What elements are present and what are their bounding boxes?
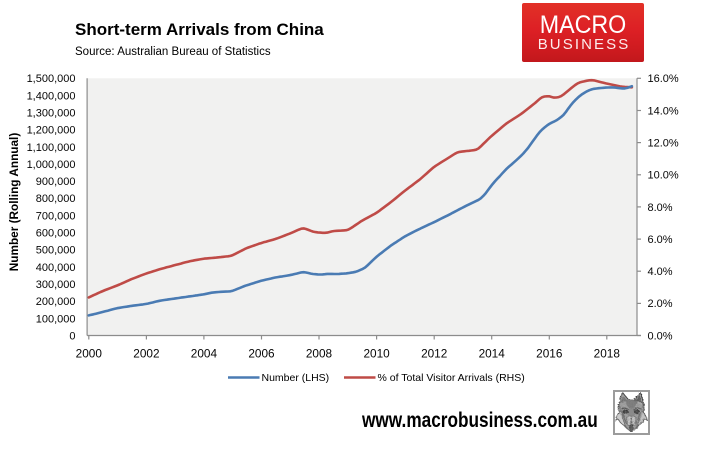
svg-text:2014: 2014	[479, 347, 506, 361]
svg-text:2008: 2008	[306, 347, 333, 361]
svg-text:300,000: 300,000	[36, 279, 76, 291]
svg-text:2006: 2006	[248, 347, 275, 361]
svg-text:1,300,000: 1,300,000	[27, 108, 76, 120]
svg-text:4.0%: 4.0%	[648, 266, 673, 278]
svg-text:10.0%: 10.0%	[648, 170, 679, 182]
svg-text:8.0%: 8.0%	[648, 202, 673, 214]
svg-text:2018: 2018	[594, 347, 621, 361]
svg-text:2.0%: 2.0%	[648, 298, 673, 310]
svg-text:900,000: 900,000	[36, 176, 76, 188]
svg-text:1,500,000: 1,500,000	[27, 73, 76, 85]
svg-text:14.0%: 14.0%	[648, 105, 679, 117]
svg-text:0.0%: 0.0%	[648, 330, 673, 342]
svg-text:600,000: 600,000	[36, 228, 76, 240]
svg-text:Number (Rolling Annual): Number (Rolling Annual)	[7, 133, 21, 272]
svg-text:12.0%: 12.0%	[648, 138, 679, 150]
svg-text:2000: 2000	[76, 347, 103, 361]
svg-text:800,000: 800,000	[36, 193, 76, 205]
svg-text:1,000,000: 1,000,000	[27, 159, 76, 171]
svg-text:2016: 2016	[536, 347, 563, 361]
svg-text:16.0%: 16.0%	[648, 73, 679, 85]
svg-text:1,200,000: 1,200,000	[27, 125, 76, 137]
svg-text:2012: 2012	[421, 347, 447, 361]
svg-text:0: 0	[69, 330, 75, 342]
svg-text:100,000: 100,000	[36, 313, 76, 325]
svg-text:6.0%: 6.0%	[648, 234, 673, 246]
svg-text:Number (LHS): Number (LHS)	[262, 372, 330, 384]
svg-text:2002: 2002	[133, 347, 159, 361]
svg-text:200,000: 200,000	[36, 296, 76, 308]
svg-text:1,100,000: 1,100,000	[27, 142, 76, 154]
svg-text:% of Total Visitor Arrivals (R: % of Total Visitor Arrivals (RHS)	[378, 372, 525, 384]
svg-text:400,000: 400,000	[36, 262, 76, 274]
svg-text:500,000: 500,000	[36, 245, 76, 257]
svg-text:2010: 2010	[363, 347, 390, 361]
svg-text:2004: 2004	[191, 347, 218, 361]
svg-text:1,400,000: 1,400,000	[27, 90, 76, 102]
svg-text:700,000: 700,000	[36, 210, 76, 222]
